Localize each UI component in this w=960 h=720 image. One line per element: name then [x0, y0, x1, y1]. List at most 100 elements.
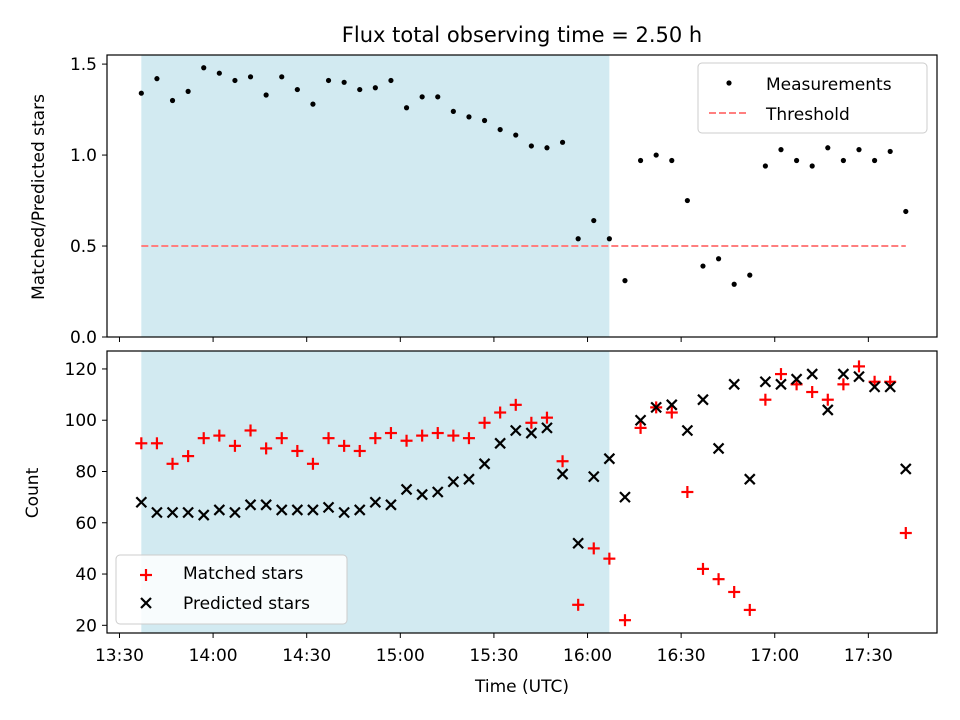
matched-star-point — [306, 457, 319, 470]
measurement-point — [169, 97, 176, 104]
legend-predicted-marker — [140, 597, 152, 609]
x-tick-label: 14:30 — [282, 646, 331, 666]
bottom-y-tick-label: 100 — [65, 411, 97, 431]
legend-threshold-label: Threshold — [765, 105, 850, 125]
top-legend-box — [697, 62, 928, 134]
measurement-point — [403, 105, 410, 111]
top-panel-frame — [106, 54, 938, 338]
predicted-star-point — [135, 496, 148, 509]
bottom-panel: 20 40 60 80 100 120 13:30 14:00 14:30 15:00 15:30… — [23, 350, 938, 697]
measurement-point — [715, 256, 722, 262]
top-y-axis: 0.0 0.5 1.0 1.5 — [70, 55, 107, 348]
bottom-y-tick-label: 60 — [75, 514, 97, 534]
measurement-point — [778, 147, 784, 153]
matched-star-point — [244, 424, 257, 437]
measurement-point — [575, 236, 581, 242]
measurement-point — [201, 65, 207, 71]
measurement-point — [232, 77, 238, 84]
matched-star-point — [665, 406, 678, 419]
matched-star-point — [681, 486, 694, 498]
predicted-star-point — [416, 488, 428, 501]
measurement-point — [279, 74, 285, 80]
measurement-point — [762, 163, 768, 169]
matched-star-point — [447, 429, 460, 442]
predicted-star-point — [478, 458, 491, 470]
matched-star-point — [774, 368, 787, 381]
measurement-point — [481, 117, 488, 124]
matched-star-point — [369, 432, 382, 445]
predicted-star-point — [634, 414, 647, 426]
matched-star-point — [837, 378, 850, 391]
measurement-point — [559, 139, 566, 145]
predicted-star-point — [182, 506, 194, 519]
measurement-point — [138, 90, 144, 96]
predicted-star-point — [275, 504, 288, 516]
measurement-point — [357, 86, 363, 93]
matched-star-point — [416, 429, 429, 442]
measurement-point — [263, 92, 269, 98]
measurement-point — [747, 272, 753, 278]
x-tick-label: 15:30 — [469, 646, 518, 666]
top-shaded-region — [141, 55, 610, 337]
predicted-star-point — [572, 537, 584, 550]
legend-measurements-marker — [726, 80, 732, 86]
bottom-x-axis: 13:30 14:00 14:30 15:00 15:30 16:00 16:30 17:00… — [95, 633, 893, 666]
matched-star-point — [759, 393, 772, 406]
predicted-star-point — [447, 475, 460, 488]
measurement-point — [325, 77, 332, 84]
bottom-legend-box — [115, 554, 348, 625]
top-y-tick-label: 1.5 — [70, 55, 97, 75]
matched-star-point — [213, 429, 226, 442]
measurement-point — [622, 278, 628, 284]
predicted-star-point — [244, 499, 257, 511]
matched-star-point — [462, 432, 475, 445]
matched-star-point — [322, 432, 335, 445]
predicted-star-point — [463, 473, 475, 485]
measurement-point — [513, 132, 519, 138]
matched-star-point — [150, 437, 163, 450]
matched-star-point — [166, 457, 179, 470]
x-tick-label: 14:00 — [189, 646, 238, 666]
matched-star-point — [197, 432, 210, 445]
predicted-star-point — [603, 452, 616, 465]
bottom-y-tick-label: 20 — [75, 616, 97, 636]
measurement-point — [216, 70, 222, 76]
matched-star-point — [494, 406, 507, 419]
legend-matched-label: Matched stars — [183, 564, 303, 584]
bottom-predicted-points — [135, 368, 912, 550]
bottom-y-tick-label: 80 — [75, 462, 97, 482]
measurement-point — [450, 108, 456, 114]
measurement-point — [700, 263, 706, 269]
matched-star-point — [743, 603, 756, 616]
matched-star-point — [728, 585, 741, 598]
predicted-star-point — [431, 486, 444, 498]
matched-star-point — [618, 614, 631, 627]
predicted-star-point — [759, 375, 772, 388]
matched-star-point — [712, 573, 725, 586]
predicted-star-point — [509, 424, 522, 437]
predicted-star-point — [853, 370, 865, 383]
x-tick-label: 17:00 — [750, 646, 799, 666]
predicted-star-point — [900, 463, 912, 475]
measurement-point — [731, 281, 737, 287]
predicted-star-point — [837, 368, 850, 380]
predicted-star-point — [353, 504, 366, 516]
measurement-point — [887, 148, 893, 155]
measurement-point — [591, 217, 597, 224]
bottom-legend: Matched stars Predicted stars — [115, 554, 348, 625]
bottom-y-axis-label: Count — [23, 467, 43, 518]
matched-star-point — [540, 411, 553, 424]
measurement-point — [341, 79, 347, 85]
measurement-point — [294, 86, 300, 93]
predicted-star-point — [213, 504, 226, 516]
predicted-star-point — [697, 393, 709, 406]
predicted-star-point — [587, 470, 600, 483]
x-tick-label: 15:00 — [376, 646, 425, 666]
matched-star-point — [431, 427, 444, 440]
x-axis-label: Time (UTC) — [474, 677, 569, 697]
measurement-point — [497, 126, 503, 133]
predicted-star-point — [260, 499, 272, 511]
x-tick-label: 17:30 — [844, 646, 893, 666]
predicted-star-point — [619, 491, 631, 503]
